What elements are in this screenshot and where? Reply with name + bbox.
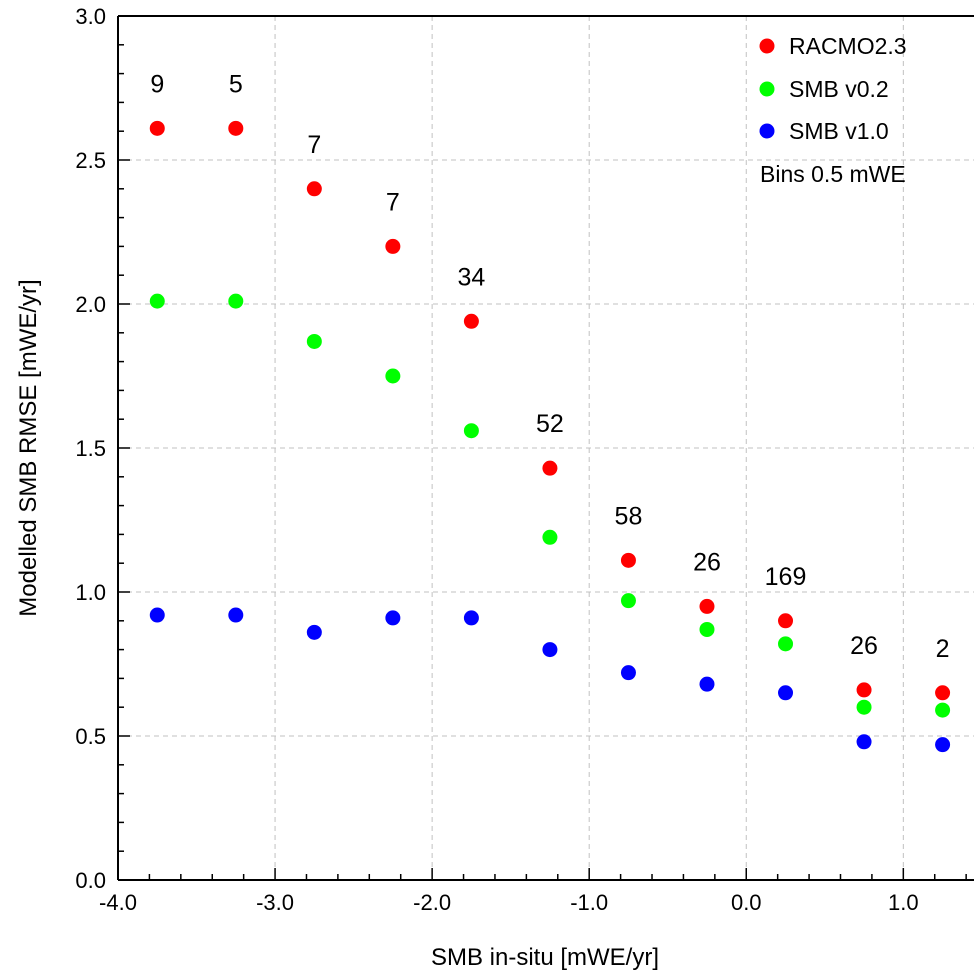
data-points	[149, 120, 951, 753]
y-tick-label: 1.5	[75, 436, 106, 461]
data-point-2-10	[935, 737, 951, 753]
data-point-2-0	[149, 607, 165, 623]
data-point-1-10	[935, 702, 951, 718]
legend-label-racmo: RACMO2.3	[789, 33, 907, 59]
data-point-0-0	[149, 120, 165, 136]
x-tick-label: -3.0	[256, 890, 294, 915]
y-tick-label: 0.0	[75, 868, 106, 893]
data-point-0-3	[385, 238, 401, 254]
data-point-0-8	[778, 613, 794, 629]
data-point-1-5	[542, 529, 558, 545]
legend-marker-smb-v10	[759, 123, 775, 139]
data-point-1-9	[856, 699, 872, 715]
count-label: 7	[386, 188, 400, 216]
x-tick-label: -4.0	[99, 890, 137, 915]
x-tick-label: 1.0	[888, 890, 919, 915]
y-axis-title: Modelled SMB RMSE [mWE/yr]	[15, 279, 42, 616]
count-label: 5	[229, 70, 243, 98]
x-tick-label: 0.0	[731, 890, 762, 915]
legend-label-smb-v10: SMB v1.0	[789, 118, 889, 144]
y-tick-label: 0.5	[75, 724, 106, 749]
data-point-1-2	[306, 333, 322, 349]
y-tick-label: 2.5	[75, 148, 106, 173]
data-point-1-7	[699, 621, 715, 637]
count-label: 26	[693, 548, 721, 576]
legend: RACMO2.3 SMB v0.2 SMB v1.0 Bins 0.5 mWE	[759, 33, 907, 187]
data-point-2-5	[542, 642, 558, 658]
data-point-0-7	[699, 598, 715, 614]
tick-labels: 0.0 0.5 1.0 1.5 2.0 2.5 3.0 -4.0 -3.0 -2.0 -1.0 0.0…	[75, 4, 918, 915]
x-tick-label: -1.0	[570, 890, 608, 915]
data-point-0-6	[620, 552, 636, 568]
grid-lines	[118, 16, 974, 880]
data-point-2-4	[463, 610, 479, 626]
count-label: 9	[150, 70, 164, 98]
data-point-1-1	[228, 293, 244, 309]
x-axis-title: SMB in-situ [mWE/yr]	[431, 944, 659, 971]
x-tick-label: -2.0	[413, 890, 451, 915]
count-label: 2	[936, 635, 950, 663]
count-label: 58	[615, 502, 643, 530]
data-point-1-0	[149, 293, 165, 309]
y-tick-label: 1.0	[75, 580, 106, 605]
data-point-2-6	[620, 665, 636, 681]
data-point-0-4	[463, 313, 479, 329]
y-tick-label: 2.0	[75, 292, 106, 317]
data-point-2-9	[856, 734, 872, 750]
data-point-2-2	[306, 624, 322, 640]
data-point-0-5	[542, 460, 558, 476]
data-point-2-3	[385, 610, 401, 626]
count-label: 26	[850, 632, 878, 660]
legend-marker-smb-v02	[759, 81, 775, 97]
count-label: 52	[536, 410, 564, 438]
data-point-0-10	[935, 685, 951, 701]
axes	[117, 15, 974, 881]
data-point-1-6	[620, 593, 636, 609]
data-point-0-2	[306, 181, 322, 197]
legend-label-smb-v02: SMB v0.2	[789, 76, 889, 102]
data-point-2-8	[778, 685, 794, 701]
data-point-1-8	[778, 636, 794, 652]
count-label: 169	[765, 563, 807, 591]
data-point-2-7	[699, 676, 715, 692]
count-label: 7	[307, 131, 321, 159]
count-labels: 9 5 7 7 34 52 58 26 169 26 2	[150, 70, 949, 662]
data-point-0-1	[228, 120, 244, 136]
legend-marker-racmo	[759, 38, 775, 54]
data-point-1-4	[463, 423, 479, 439]
count-label: 34	[457, 263, 485, 291]
y-tick-label: 3.0	[75, 4, 106, 29]
data-point-2-1	[228, 607, 244, 623]
data-point-0-9	[856, 682, 872, 698]
data-point-1-3	[385, 368, 401, 384]
legend-bins-note: Bins 0.5 mWE	[760, 161, 906, 187]
